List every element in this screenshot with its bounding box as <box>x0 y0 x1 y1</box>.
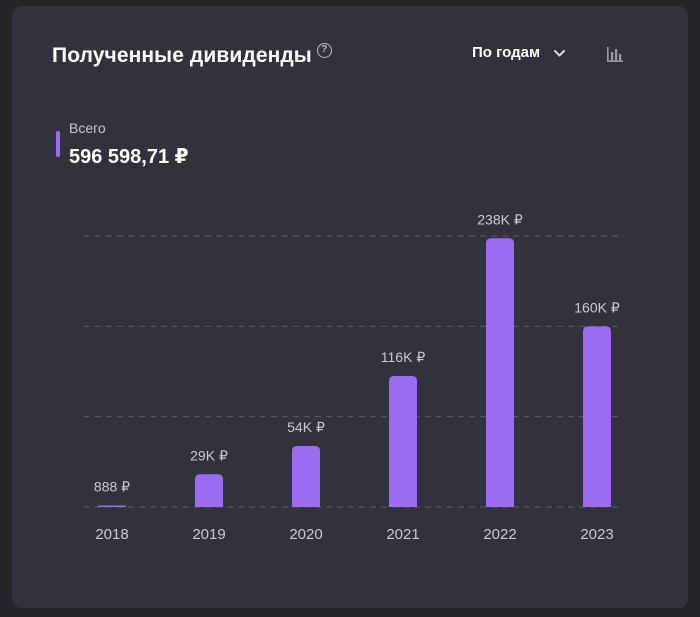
total-label: Всего <box>69 120 106 136</box>
total-marker <box>56 131 60 157</box>
bar-2020[interactable] <box>292 446 320 507</box>
x-tick-2022: 2022 <box>483 526 516 543</box>
total-summary: Всего 596 598,71 ₽ <box>56 120 189 169</box>
question-circle-icon[interactable]: ? <box>316 43 332 58</box>
data-label-2020: 54K ₽ <box>287 419 325 435</box>
bar-2018[interactable] <box>98 505 126 508</box>
total-value: 596 598,71 ₽ <box>69 146 189 168</box>
data-label-2023: 160K ₽ <box>574 299 620 315</box>
x-tick-2021: 2021 <box>386 526 419 543</box>
chevron-down-icon <box>554 50 566 57</box>
data-label-2022: 238K ₽ <box>477 211 523 227</box>
bars <box>98 238 611 507</box>
bar-2022[interactable] <box>486 238 514 507</box>
x-axis-ticks: 2018 2019 2020 2021 2022 2023 <box>95 526 613 543</box>
data-label-2019: 29K ₽ <box>190 447 228 463</box>
card-title: Полученные дивиденды <box>52 44 312 67</box>
x-tick-2020: 2020 <box>289 526 322 543</box>
x-tick-2023: 2023 <box>580 526 613 543</box>
x-tick-2019: 2019 <box>192 526 225 543</box>
dividends-card: Полученные дивиденды ? По годам Всего 59… <box>12 6 688 608</box>
data-label-2021: 116K ₽ <box>381 349 426 365</box>
gridlines <box>84 235 620 508</box>
data-label-2018: 888 ₽ <box>94 479 130 495</box>
data-labels: 888 ₽ 29K ₽ 54K ₽ 116K ₽ 238K ₽ 160K ₽ <box>94 211 620 494</box>
bar-2021[interactable] <box>389 376 417 507</box>
x-tick-2018: 2018 <box>95 526 128 543</box>
bar-chart-icon[interactable] <box>606 46 624 63</box>
card-header: Полученные дивиденды ? <box>52 43 332 68</box>
period-select[interactable]: По годам <box>472 44 566 61</box>
period-select-label: По годам <box>472 44 541 61</box>
bar-2023[interactable] <box>583 326 611 507</box>
bar-2019[interactable] <box>195 474 223 507</box>
